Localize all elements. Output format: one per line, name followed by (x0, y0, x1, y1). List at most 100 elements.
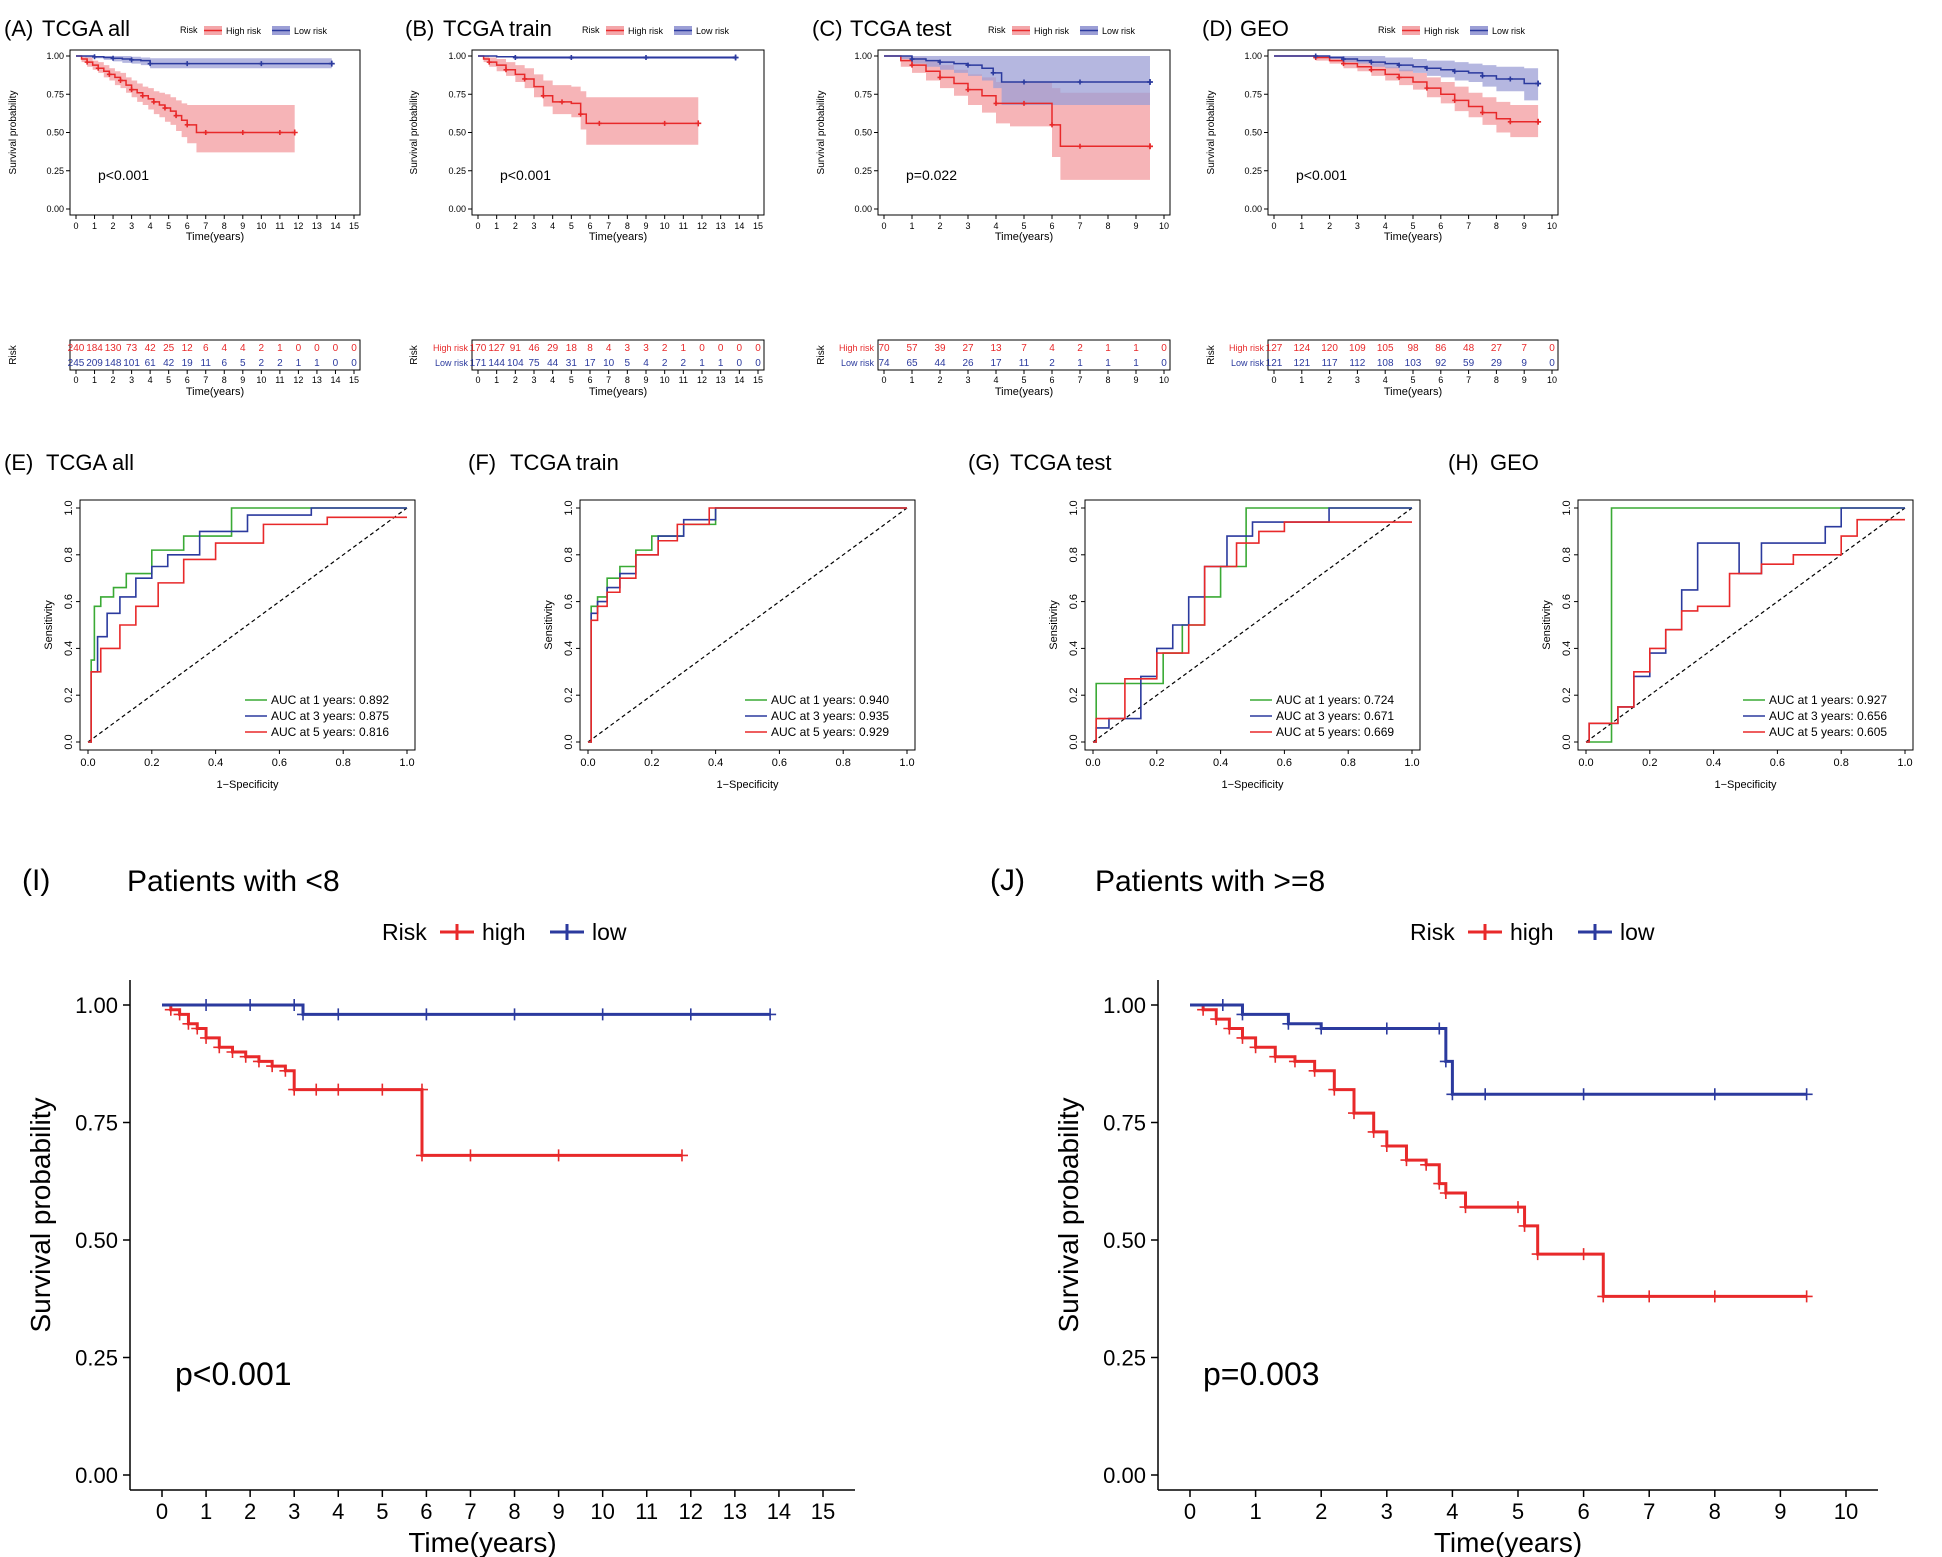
risk-count-low-C: 44 (934, 358, 946, 369)
km-line-B-low (478, 55, 736, 59)
risk-x-tick-label-B: 2 (513, 375, 518, 385)
censor-mark-A (106, 71, 112, 77)
x-tick-label-D: 3 (1355, 221, 1360, 231)
censor-mark-B (559, 99, 565, 105)
risk-count-high-A: 240 (68, 343, 85, 354)
risk-count-high-D: 98 (1407, 343, 1419, 354)
risk-count-high-A: 1 (277, 343, 283, 354)
risk-x-tick-label-B: 8 (625, 375, 630, 385)
risk-count-high-B: 127 (488, 343, 505, 354)
panel-title-A: TCGA all (42, 16, 130, 41)
x-tick-label-D: 9 (1522, 221, 1527, 231)
censor-mark-A (147, 61, 153, 67)
y-tick-label-D: 1.00 (1244, 51, 1262, 61)
risk-count-low-D: 121 (1266, 358, 1283, 369)
risk-count-low-C: 2 (1049, 358, 1055, 369)
y-tick-label-B: 1.00 (448, 51, 466, 61)
censor-mark-B (522, 76, 528, 82)
censor-mark-I (415, 1149, 428, 1162)
risk-x-tick-label-A: 3 (129, 375, 134, 385)
risk-count-low-A: 11 (201, 358, 212, 369)
risk-x-tick-label-B: 12 (697, 375, 707, 385)
legend-high-label-J: high (1510, 919, 1553, 945)
risk-count-high-B: 0 (737, 343, 743, 354)
legend-low-label-A: Low risk (294, 26, 328, 36)
risk-x-tick-label-D: 6 (1438, 375, 1443, 385)
censor-mark-I (376, 1083, 389, 1096)
risk-count-low-C: 65 (906, 358, 918, 369)
risk-count-low-A: 0 (333, 358, 339, 369)
ci-band-D-low (1274, 56, 1539, 101)
censor-mark-C (937, 59, 943, 65)
risk-count-high-C: 4 (1049, 343, 1055, 354)
x-tick-label-B: 7 (606, 221, 611, 231)
panel-label-D: (D) (1202, 16, 1233, 41)
y-tick-label-G: 1.0 (1068, 500, 1080, 515)
x-tick-label-A: 2 (111, 221, 116, 231)
x-tick-label-B: 0 (475, 221, 480, 231)
x-tick-label-J: 4 (1446, 1499, 1458, 1524)
x-tick-label-E: 0.2 (144, 757, 159, 769)
roc-legend-label-E: AUC at 5 years: 0.816 (271, 725, 389, 739)
censor-mark-J (1597, 1290, 1610, 1303)
x-tick-label-I: 13 (723, 1499, 747, 1524)
censor-mark-D (1424, 65, 1430, 71)
risk-x-tick-label-D: 9 (1522, 375, 1527, 385)
y-axis-label-I: Survival probability (25, 1098, 56, 1333)
risk-count-low-D: 108 (1377, 358, 1394, 369)
x-tick-label-J: 3 (1381, 1499, 1393, 1524)
roc-legend-label-H: AUC at 1 years: 0.927 (1769, 693, 1887, 707)
x-axis-label-F: 1−Specificity (716, 779, 779, 791)
y-tick-label-G: 0.8 (1068, 547, 1080, 562)
x-tick-label-C: 1 (909, 221, 914, 231)
x-tick-label-I: 3 (288, 1499, 300, 1524)
risk-x-tick-label-C: 8 (1105, 375, 1110, 385)
risk-count-high-A: 184 (86, 343, 103, 354)
censor-mark-J (1236, 1031, 1249, 1044)
y-tick-label-E: 1.0 (63, 500, 75, 515)
x-tick-label-B: 14 (734, 221, 744, 231)
x-tick-label-C: 0 (881, 221, 886, 231)
risk-count-low-D: 103 (1405, 358, 1422, 369)
roc-curve-G-5y (1093, 521, 1412, 743)
risk-x-tick-label-A: 7 (203, 375, 208, 385)
x-tick-label-D: 0 (1271, 221, 1276, 231)
roc-curve-F-3y (588, 507, 907, 743)
censor-mark-J (1439, 1055, 1452, 1068)
x-tick-label-J: 0 (1184, 1499, 1196, 1524)
x-tick-label-I: 1 (200, 1499, 212, 1524)
censor-mark-J (1288, 1055, 1301, 1068)
y-tick-label-J: 0.00 (1103, 1463, 1146, 1488)
risk-count-high-D: 0 (1549, 343, 1555, 354)
risk-count-high-B: 3 (643, 343, 649, 354)
panel-label-A: (A) (4, 16, 33, 41)
x-tick-label-F: 0.2 (644, 757, 659, 769)
y-tick-label-C: 0.25 (854, 166, 872, 176)
censor-mark-A (203, 130, 209, 135)
x-tick-label-J: 7 (1643, 1499, 1655, 1524)
p-value-I: p<0.001 (175, 1356, 292, 1392)
censor-mark-I (310, 1083, 323, 1096)
risk-x-tick-label-A: 1 (92, 375, 97, 385)
y-tick-label-G: 0.4 (1068, 641, 1080, 656)
risk-count-high-C: 27 (962, 343, 974, 354)
x-axis-label-G: 1−Specificity (1221, 779, 1284, 791)
risk-count-high-D: 109 (1349, 343, 1366, 354)
km-line-C-high (884, 55, 1150, 148)
x-axis-label-A: Time(years) (186, 231, 244, 243)
risk-count-low-D: 29 (1491, 358, 1503, 369)
roc-legend-label-G: AUC at 5 years: 0.669 (1276, 725, 1394, 739)
risk-count-high-D: 27 (1491, 343, 1503, 354)
p-value-J: p=0.003 (1203, 1356, 1320, 1392)
x-tick-label-B: 2 (513, 221, 518, 231)
risk-count-low-A: 245 (68, 358, 85, 369)
x-tick-label-B: 9 (643, 221, 648, 231)
legend-high-label-B: High risk (628, 26, 664, 36)
censor-mark-A (110, 55, 116, 61)
censor-mark-A (151, 99, 157, 105)
legend-low-label-C: Low risk (1102, 26, 1136, 36)
panel-label-B: (B) (405, 16, 434, 41)
y-tick-label-D: 0.00 (1244, 204, 1262, 214)
risk-x-tick-label-D: 5 (1410, 375, 1415, 385)
x-tick-label-D: 2 (1327, 221, 1332, 231)
